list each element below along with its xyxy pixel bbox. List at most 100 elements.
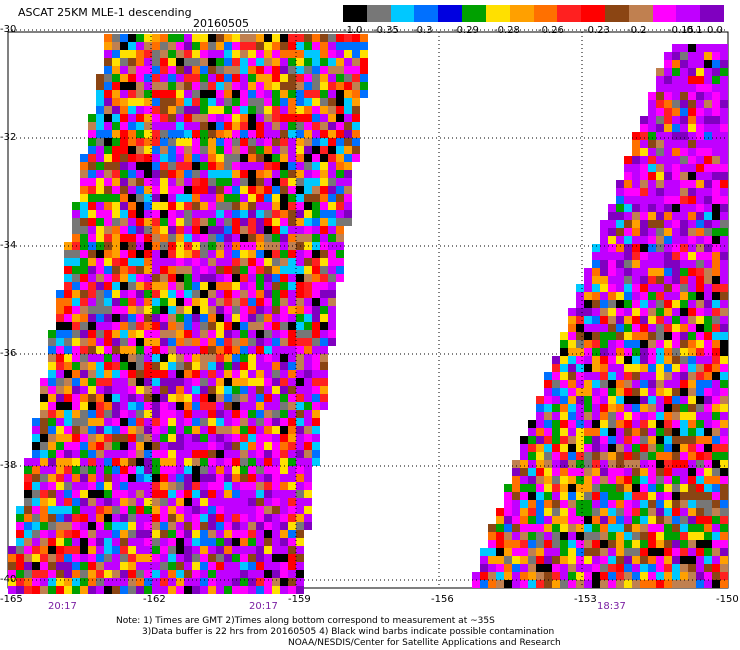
data-cell (112, 162, 120, 170)
data-cell (320, 74, 328, 82)
data-cell (248, 498, 256, 506)
data-cell (712, 124, 720, 132)
data-cell (672, 356, 680, 364)
data-cell (712, 532, 720, 540)
data-cell (680, 532, 688, 540)
data-cell (240, 50, 248, 58)
data-cell (168, 402, 176, 410)
data-cell (120, 58, 128, 66)
data-cell (592, 308, 600, 316)
data-cell (264, 466, 272, 474)
data-cell (712, 180, 720, 188)
data-cell (56, 482, 64, 490)
data-cell (104, 562, 112, 570)
data-cell (176, 482, 184, 490)
data-cell (144, 418, 152, 426)
data-cell (24, 538, 32, 546)
data-cell (576, 524, 584, 532)
data-cell (680, 236, 688, 244)
data-cell (248, 106, 256, 114)
data-cell (648, 156, 656, 164)
data-cell (240, 114, 248, 122)
data-cell (280, 98, 288, 106)
data-cell (72, 410, 80, 418)
data-cell (88, 346, 96, 354)
data-cell (104, 498, 112, 506)
data-cell (648, 228, 656, 236)
data-cell (680, 124, 688, 132)
data-cell (184, 474, 192, 482)
data-cell (256, 578, 264, 586)
data-cell (304, 146, 312, 154)
data-cell (112, 42, 120, 50)
data-cell (624, 204, 632, 212)
data-cell (216, 82, 224, 90)
data-cell (288, 34, 296, 42)
data-cell (120, 330, 128, 338)
data-cell (664, 140, 672, 148)
data-cell (264, 130, 272, 138)
data-cell (168, 482, 176, 490)
data-cell (152, 266, 160, 274)
data-cell (144, 298, 152, 306)
data-cell (648, 140, 656, 148)
data-cell (32, 442, 40, 450)
data-cell (176, 514, 184, 522)
data-cell (304, 234, 312, 242)
data-cell (96, 466, 104, 474)
data-cell (704, 252, 712, 260)
data-cell (600, 516, 608, 524)
data-cell (256, 178, 264, 186)
data-cell (192, 202, 200, 210)
data-cell (312, 386, 320, 394)
data-cell (240, 458, 248, 466)
data-cell (240, 570, 248, 578)
data-cell (152, 66, 160, 74)
data-cell (680, 172, 688, 180)
data-cell (648, 532, 656, 540)
data-cell (672, 436, 680, 444)
data-cell (208, 346, 216, 354)
data-cell (344, 122, 352, 130)
data-cell (232, 90, 240, 98)
data-cell (664, 252, 672, 260)
data-cell (72, 466, 80, 474)
data-cell (624, 268, 632, 276)
data-cell (160, 538, 168, 546)
data-cell (248, 362, 256, 370)
data-cell (96, 322, 104, 330)
data-cell (200, 522, 208, 530)
data-cell (136, 266, 144, 274)
data-cell (216, 194, 224, 202)
data-cell (96, 258, 104, 266)
data-cell (704, 492, 712, 500)
data-cell (288, 402, 296, 410)
data-cell (208, 530, 216, 538)
data-cell (152, 522, 160, 530)
data-cell (128, 290, 136, 298)
data-cell (592, 388, 600, 396)
data-cell (688, 132, 696, 140)
data-cell (112, 90, 120, 98)
data-cell (256, 522, 264, 530)
data-cell (704, 300, 712, 308)
data-cell (128, 274, 136, 282)
data-cell (224, 122, 232, 130)
data-cell (184, 274, 192, 282)
data-cell (608, 436, 616, 444)
data-cell (336, 82, 344, 90)
data-cell (272, 578, 280, 586)
data-cell (120, 474, 128, 482)
data-cell (136, 490, 144, 498)
data-cell (136, 578, 144, 586)
data-cell (288, 186, 296, 194)
data-cell (256, 282, 264, 290)
data-cell (560, 476, 568, 484)
data-cell (656, 460, 664, 468)
data-cell (352, 82, 360, 90)
data-cell (32, 554, 40, 562)
data-cell (656, 468, 664, 476)
data-cell (672, 492, 680, 500)
data-cell (104, 98, 112, 106)
data-cell (672, 564, 680, 572)
